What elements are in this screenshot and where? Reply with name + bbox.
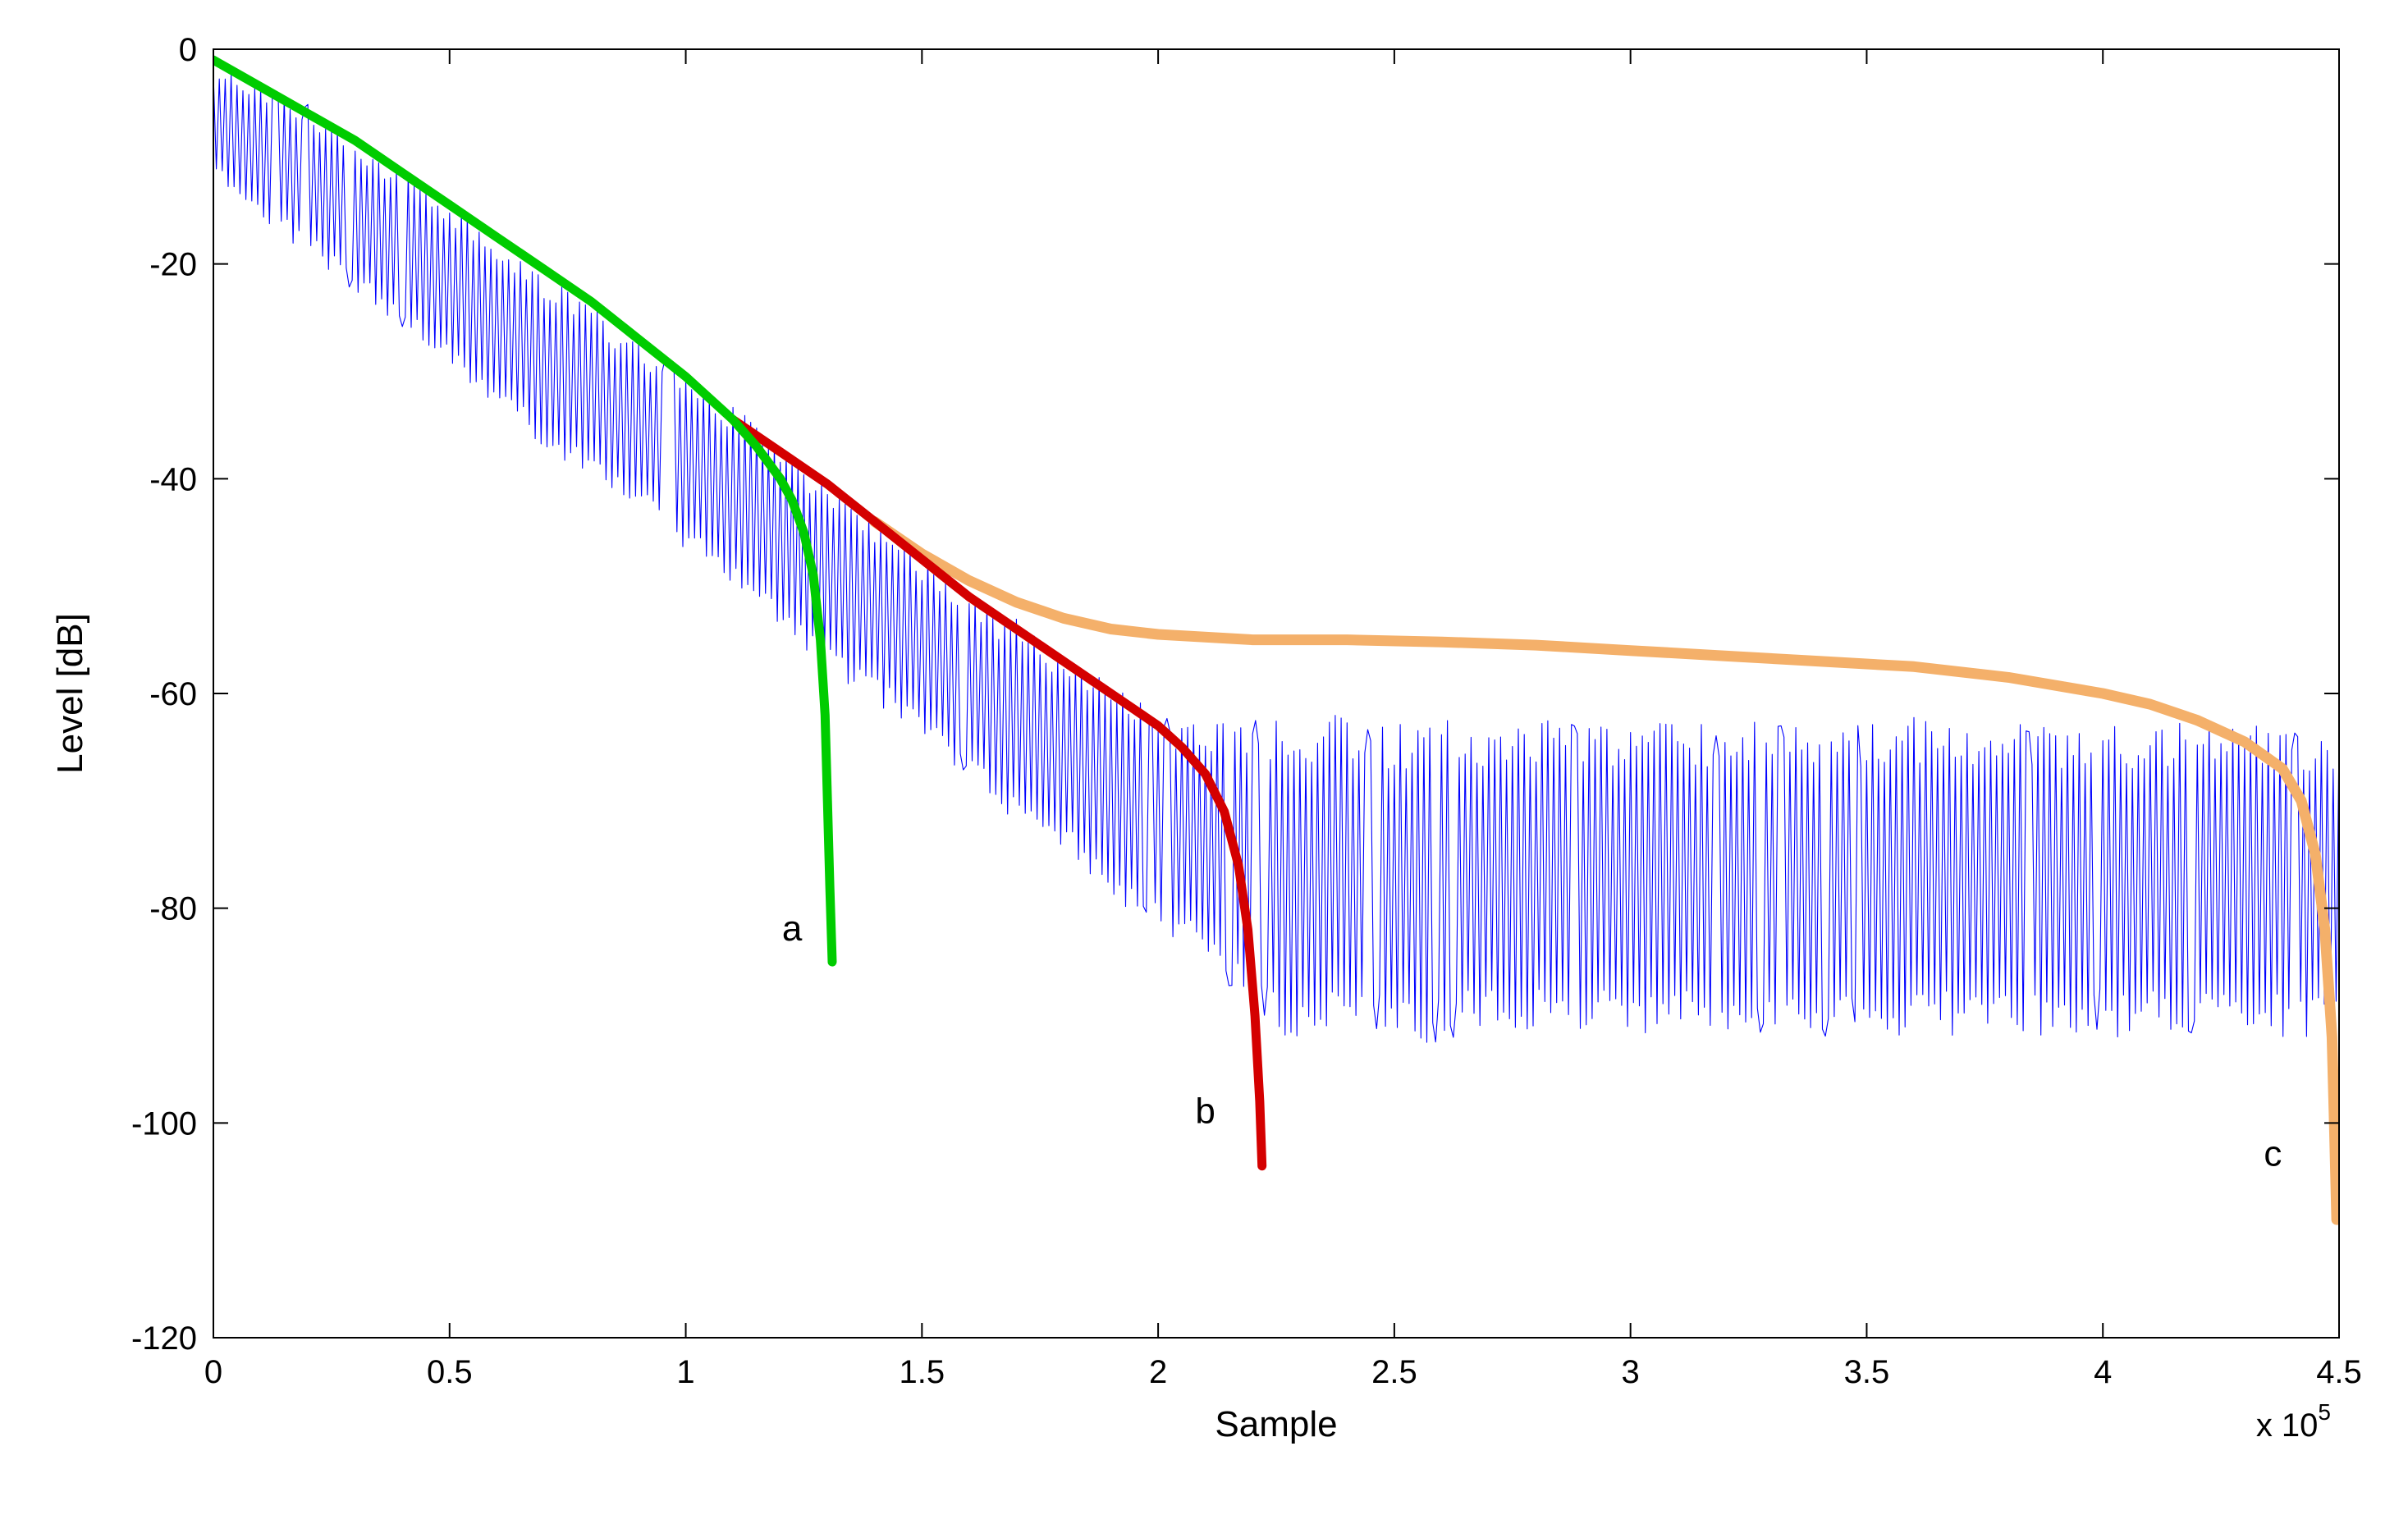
svg-text:-100: -100 bbox=[131, 1105, 197, 1142]
svg-text:c: c bbox=[2264, 1134, 2282, 1174]
chart-container: 0 0.5 1 1.5 2 2.5 3 3.5 4 4.5 -120 -100 -80 -60 -40 -20… bbox=[0, 0, 2408, 1524]
svg-text:4: 4 bbox=[2094, 1354, 2112, 1390]
svg-text:b: b bbox=[1195, 1091, 1215, 1131]
svg-text:2: 2 bbox=[1149, 1354, 1167, 1390]
svg-text:-40: -40 bbox=[149, 461, 197, 497]
svg-text:a: a bbox=[782, 908, 803, 949]
svg-text:x 105: x 105 bbox=[2256, 1399, 2331, 1444]
svg-text:3.5: 3.5 bbox=[1844, 1354, 1890, 1390]
svg-text:Level [dB]: Level [dB] bbox=[50, 613, 90, 774]
svg-text:1: 1 bbox=[676, 1354, 694, 1390]
plot-area bbox=[213, 60, 2339, 1220]
svg-text:2.5: 2.5 bbox=[1371, 1354, 1417, 1390]
labels-group: 0 0.5 1 1.5 2 2.5 3 3.5 4 4.5 -120 -100 -80 -60 -40 -20… bbox=[50, 32, 2362, 1444]
svg-text:Sample: Sample bbox=[1215, 1404, 1337, 1444]
svg-text:-120: -120 bbox=[131, 1320, 197, 1357]
axes-group bbox=[213, 49, 2339, 1338]
svg-text:0: 0 bbox=[179, 32, 197, 68]
svg-text:4.5: 4.5 bbox=[2316, 1354, 2362, 1390]
svg-text:3: 3 bbox=[1622, 1354, 1640, 1390]
svg-text:-80: -80 bbox=[149, 891, 197, 927]
svg-text:-60: -60 bbox=[149, 676, 197, 712]
svg-text:0: 0 bbox=[204, 1354, 222, 1390]
svg-text:1.5: 1.5 bbox=[900, 1354, 945, 1390]
svg-text:-20: -20 bbox=[149, 247, 197, 283]
chart-svg: 0 0.5 1 1.5 2 2.5 3 3.5 4 4.5 -120 -100 -80 -60 -40 -20… bbox=[0, 0, 2408, 1524]
svg-text:0.5: 0.5 bbox=[427, 1354, 473, 1390]
